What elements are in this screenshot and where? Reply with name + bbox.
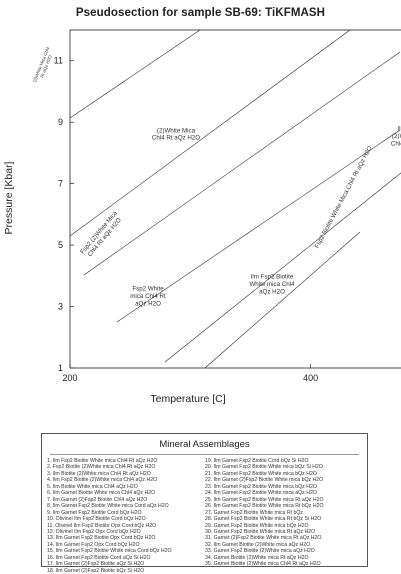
legend-item: 14. Ilm Garnet Fsp2 Opx Cord bQz H2O [47, 541, 140, 548]
field-label-line: Ilm Fsp2 Biotite [251, 274, 294, 281]
field-label-line: Ilm Biotite [397, 126, 401, 133]
field-label-line: (2)White Mica [157, 127, 196, 134]
legend-item: 18. Ilm Garnet (2)Fsp2 Biotite bQz Si H2… [47, 567, 145, 574]
legend-item: 31. Garnet (2)Fsp2 Biotite White mica Rt… [205, 535, 322, 542]
legend-item: 10. Olivinel Ilm Fsp2 Biotite Cord bQz H… [47, 516, 146, 523]
legend-item: 29. Garnet Fsp2 Biotite White mica bQz H… [205, 522, 309, 529]
legend-item: 32. Ilm Garnet Biotite (2)White mica aQz… [205, 541, 311, 548]
legend-item: 24. Ilm Garnet Fsp2 Biotite White mica a… [205, 490, 317, 497]
field-label-line: aQz H2O [259, 288, 285, 295]
legend-box: Mineral Assemblages 1. Ilm Fsp2 Biotite … [41, 433, 368, 574]
y-axis-label: Pressure [Kbar] [3, 161, 15, 234]
legend-item: 8. Ilm Garnet Fsp2 Biotite White mica Co… [47, 503, 169, 510]
plot-frame [69, 29, 401, 369]
legend-divider [50, 454, 359, 455]
legend-item: 15. Ilm Garnet Fsp2 Biotite White mica C… [47, 548, 172, 555]
field-labels: (2)White Mica Chl4Rt aQz H2O (2)White Mic… [32, 46, 401, 308]
legend-item: 6. Ilm Garnet Biotite White mica Chl4 aQ… [47, 490, 156, 497]
legend-item: 20. Ilm Garnet Fsp2 Biotite White mica b… [205, 464, 323, 471]
y-tick-label: 1 [58, 363, 63, 373]
legend-item: 16. Ilm Garnet Fsp2 Biotite Cord aQz Si … [47, 554, 151, 561]
field-label-fsp-bt-wm-chl: Fsp2 Biotite White Mica Chl4 Rt aQz H2O [314, 145, 374, 250]
field-label-fsp-wm-low: Fsp2 White mica Chl4 Rt aQz H2O [130, 286, 166, 308]
legend-column-2: 19. Ilm Garnet Fsp2 Biotite Cord bQz Si … [205, 458, 324, 568]
legend-item: 13. Ilm Garnet Fsp2 Biotite Opx Cord bQz… [47, 535, 156, 542]
y-tick-label: 3 [58, 302, 63, 312]
legend-item: 3. Ilm Biotite (2)White mica Chl4 Rt aQz… [47, 470, 151, 477]
y-axis: 1 3 5 7 9 11 [54, 56, 74, 373]
y-tick-label: 11 [54, 56, 63, 66]
legend-item: 2. Fsp2 Biotite (2)White mica Chl4 Rt aQ… [47, 464, 156, 471]
legend-item: 35. Garnet Biotite (2)White mica Chl4 Rt… [205, 561, 321, 568]
field-label-fsp-wm-chl-rt: Fsp2 (2)White MicaChl4 Rt aQz H2O [79, 209, 125, 260]
legend-item: 22. Ilm Garnet (2)Fsp2 Biotite White mic… [205, 477, 324, 484]
field-label-ilm-fsp-bt-wm-chl: Ilm Fsp2 Biotite White mica Chl4 aQz H2O [249, 274, 295, 296]
field-label-line: Chl4 Rt aQz H2O [152, 135, 200, 142]
legend-title: Mineral Assemblages [159, 439, 250, 450]
field-label-line: Fsp2 White [132, 286, 164, 293]
field-label-line: Chl4 aQz H2O [391, 140, 401, 147]
y-tick-label: 7 [58, 179, 63, 189]
chart-title: Pseudosection for sample SB-69: TiKFMASH [75, 7, 326, 19]
y-tick-label: 5 [58, 240, 63, 250]
legend-item: 34. Garnet Biotite (2)White mica Rt aQz … [205, 554, 309, 561]
legend-item: 1. Ilm Fsp2 Biotite White mica Chl4 Rt a… [47, 458, 158, 464]
legend-item: 19. Ilm Garnet Fsp2 Biotite Cord bQz Si … [205, 458, 309, 464]
x-tick-label: 200 [62, 373, 77, 383]
y-tick-label: 9 [58, 117, 63, 127]
field-label-wm-chl-rt: (2)White Mica Chl4 Rt aQz H2O [152, 127, 200, 141]
legend-item: 4. Ilm Fsp2 Biotite (2)White mica Chl4 a… [47, 477, 158, 484]
legend-item: 21. Ilm Garnet Fsp2 Biotite White mica b… [205, 470, 317, 477]
legend-item: 17. Ilm Garnet (2)Fsp2 Biotite aQz Si H2… [47, 561, 145, 568]
field-label-wm-chl-rt-upper: (2)White Mica Chl4Rt aQz H2O [32, 46, 56, 85]
field-label-line: aQz H2O [135, 300, 161, 307]
legend-item: 30. Garnet Fsp2 Biotite White mica Rt aQ… [205, 528, 316, 535]
field-label-line: White mica Chl4 [249, 281, 295, 288]
x-tick-label: 400 [303, 373, 318, 383]
legend-column-1: 1. Ilm Fsp2 Biotite White mica Chl4 Rt a… [47, 458, 172, 574]
field-label-line: (2)White mica [392, 133, 401, 140]
legend-item: 33. Garnet Fsp2 Biotite (2)White mica aQ… [205, 548, 315, 555]
phase-boundaries [69, 29, 401, 369]
legend-item: 7. Ilm Garnet (2)Fsp2 Biotite Chl4 aQz H… [47, 496, 148, 503]
x-axis-label: Temperature [C] [150, 393, 225, 405]
legend-item: 9. Ilm Garnet Fsp2 Biotite Cord bQz H2O [47, 509, 142, 516]
legend-item: 26. Ilm Garnet Fsp2 Biotite White mica R… [205, 503, 324, 510]
field-label-line: mica Chl4 Rt [130, 293, 166, 300]
legend-item: 12. Olivinel Ilm Fsp2 Opx Cord bQz H2O [47, 528, 141, 535]
legend-item: 11. Olivinel Ilm Fsp2 Biotite Opx Cord b… [47, 522, 157, 529]
legend-item: 25. Ilm Garnet Fsp2 Biotite White mica R… [205, 496, 324, 503]
legend-item: 5. Ilm Biotite White mica Chl4 aQz H2O [47, 483, 138, 490]
field-label-line: Fsp2 Biotite White Mica Chl4 Rt aQz H2O [314, 145, 374, 250]
legend-item: 23. Ilm Garnet Fsp2 Biotite White mica b… [205, 483, 317, 490]
legend-item: 28. Garnet Fsp2 Biotite White mica Rt bQ… [205, 516, 322, 523]
x-axis: 200400600800 [62, 364, 318, 383]
legend-item: 27. Garnet Fsp2 Biotite White mica Rt bQ… [205, 509, 304, 516]
